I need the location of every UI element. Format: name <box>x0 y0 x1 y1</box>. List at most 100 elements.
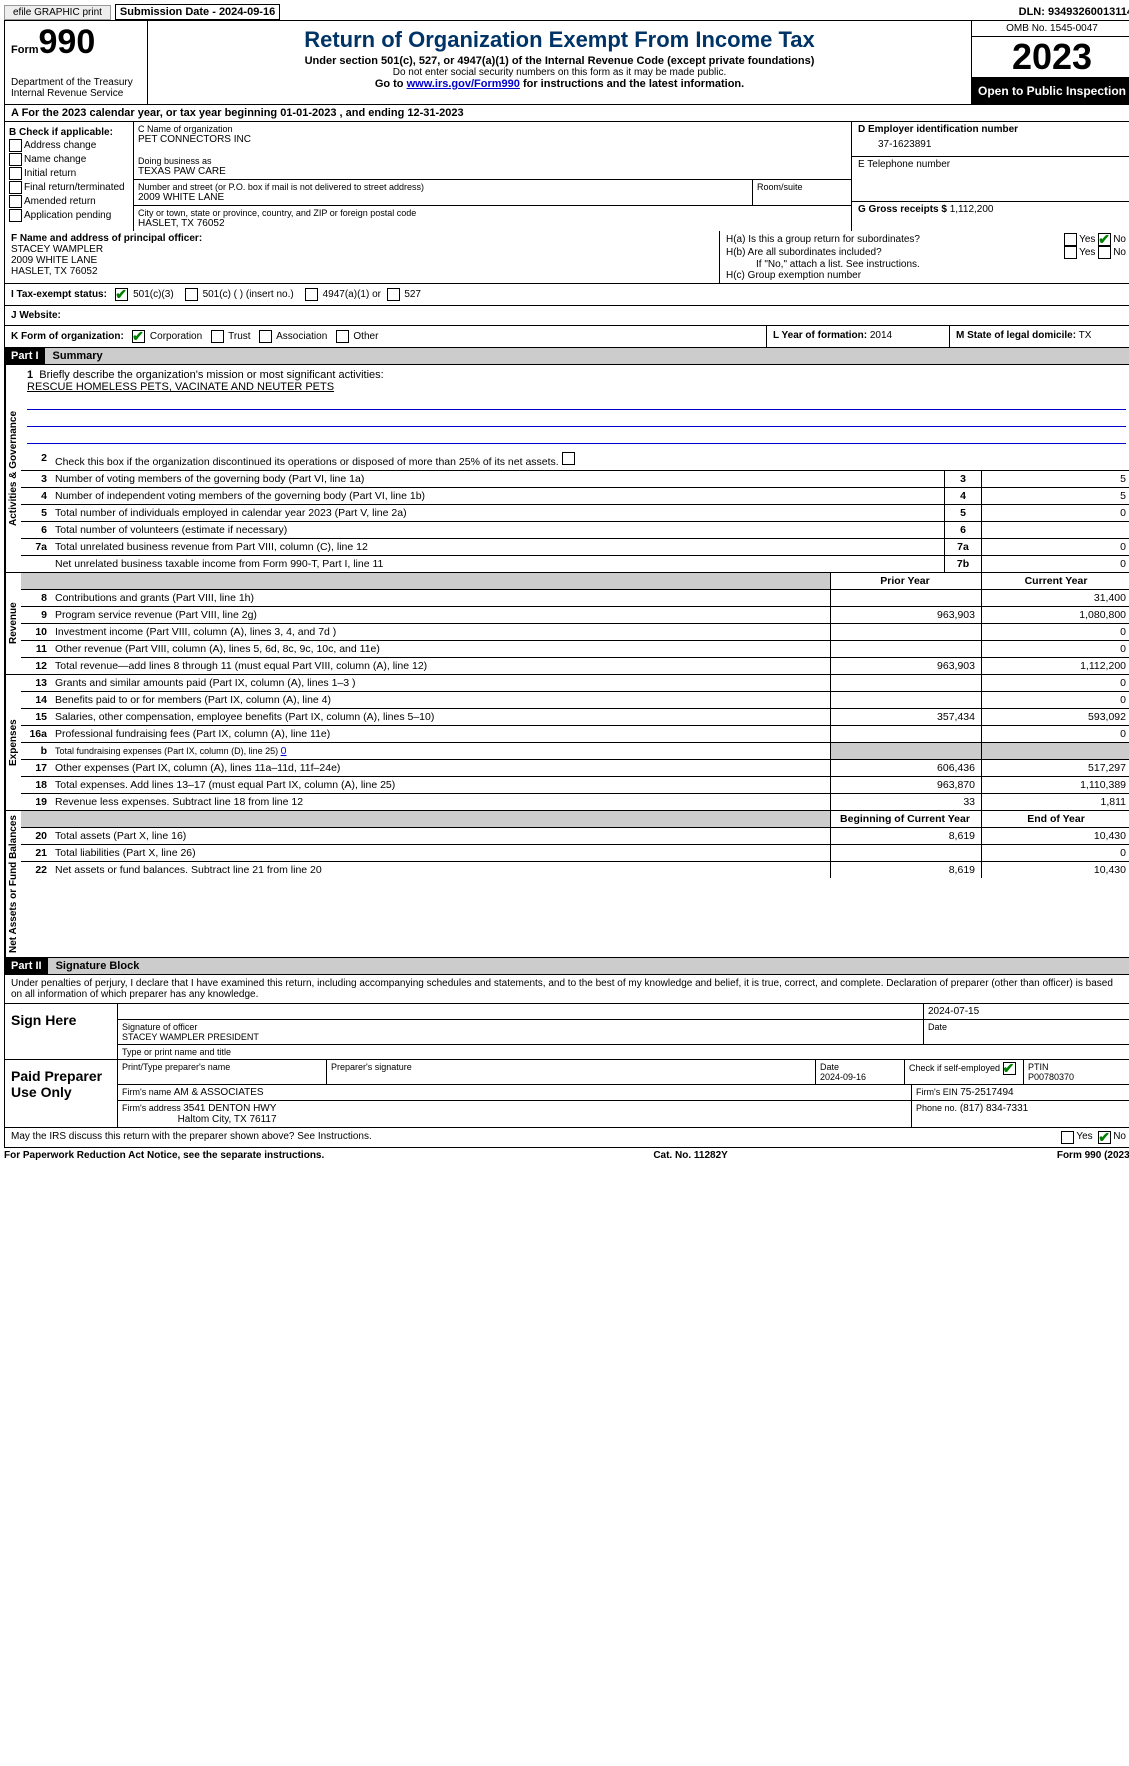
tax-year: 2023 <box>972 37 1129 78</box>
lbl-final-return: Final return/terminated <box>24 182 125 193</box>
section-expenses: Expenses 13Grants and similar amounts pa… <box>4 675 1129 811</box>
cb-amended[interactable] <box>9 195 22 208</box>
part-1-header: Part I Summary <box>4 348 1129 365</box>
addr-label: Number and street (or P.O. box if mail i… <box>138 182 748 192</box>
row-i-j: I Tax-exempt status: 501(c)(3) 501(c) ( … <box>4 284 1129 326</box>
open-inspection: Open to Public Inspection <box>972 78 1129 104</box>
prep-sig-lbl: Preparer's signature <box>327 1060 816 1084</box>
cb-discuss-yes[interactable] <box>1061 1131 1074 1144</box>
cb-address-change[interactable] <box>9 139 22 152</box>
cb-501c3[interactable] <box>115 288 128 301</box>
l16b-pre: Total fundraising expenses (Part IX, col… <box>55 746 281 756</box>
mission-line <box>27 429 1126 444</box>
c-name-value: PET CONNECTORS INC <box>138 134 847 145</box>
ptin-lbl: PTIN <box>1028 1062 1049 1072</box>
lbl-501c3: 501(c)(3) <box>133 289 174 300</box>
cb-discuss-no[interactable] <box>1098 1131 1111 1144</box>
cb-hb-no[interactable] <box>1098 246 1111 259</box>
form-title: Return of Organization Exempt From Incom… <box>154 27 965 53</box>
cb-4947[interactable] <box>305 288 318 301</box>
irs-link[interactable]: www.irs.gov/Form990 <box>407 78 520 90</box>
cb-501c[interactable] <box>185 288 198 301</box>
p16a <box>831 726 982 743</box>
firm-phone: (817) 834-7331 <box>960 1103 1028 1114</box>
perjury-text: Under penalties of perjury, I declare th… <box>5 975 1129 1004</box>
c11: 0 <box>982 641 1129 658</box>
v4: 5 <box>982 488 1129 505</box>
i-label: I Tax-exempt status: <box>11 289 107 300</box>
prep-date-lbl: Date <box>820 1062 839 1072</box>
f-label: F Name and address of principal officer: <box>11 233 713 244</box>
p9: 963,903 <box>831 607 982 624</box>
side-revenue: Revenue <box>5 573 21 674</box>
cb-527[interactable] <box>387 288 400 301</box>
p19: 33 <box>831 794 982 811</box>
cb-corp[interactable] <box>132 330 145 343</box>
cb-app-pending[interactable] <box>9 209 22 222</box>
cb-other[interactable] <box>336 330 349 343</box>
ein-label: D Employer identification number <box>858 124 1126 135</box>
l13: Grants and similar amounts paid (Part IX… <box>51 675 831 692</box>
dba-value: TEXAS PAW CARE <box>138 166 847 177</box>
p12: 963,903 <box>831 658 982 675</box>
part-2-header: Part II Signature Block <box>4 958 1129 975</box>
v5: 0 <box>982 505 1129 522</box>
efile-print-button[interactable]: efile GRAPHIC print <box>4 5 111 20</box>
cb-self-employed[interactable] <box>1003 1062 1016 1075</box>
expenses-table: 13Grants and similar amounts paid (Part … <box>21 675 1129 810</box>
p11 <box>831 641 982 658</box>
header-grid: B Check if applicable: Address change Na… <box>4 122 1129 231</box>
lbl-discuss-yes: Yes <box>1076 1131 1092 1144</box>
j-label: J Website: <box>11 310 61 321</box>
p14 <box>831 692 982 709</box>
cb-assoc[interactable] <box>259 330 272 343</box>
box-f: F Name and address of principal officer:… <box>5 231 720 283</box>
sig-date: 2024-07-15 <box>924 1004 1129 1019</box>
m-label: M State of legal domicile: <box>956 330 1076 341</box>
box-h: H(a) Is this a group return for subordin… <box>720 231 1129 283</box>
cb-ha-yes[interactable] <box>1064 233 1077 246</box>
cb-l2[interactable] <box>562 452 575 465</box>
l3: Number of voting members of the governin… <box>51 471 945 488</box>
p22: 8,619 <box>831 862 982 879</box>
firm-addr1: 3541 DENTON HWY <box>183 1103 276 1114</box>
box-b: B Check if applicable: Address change Na… <box>5 122 134 231</box>
form-subtitle-2: Do not enter social security numbers on … <box>154 67 965 78</box>
p15: 357,434 <box>831 709 982 726</box>
footer-right: Form 990 (2023) <box>1057 1150 1129 1161</box>
row-f-h: F Name and address of principal officer:… <box>4 231 1129 284</box>
cb-hb-yes[interactable] <box>1064 246 1077 259</box>
paid-preparer-label: Paid Preparer Use Only <box>5 1060 118 1127</box>
l16b-val[interactable]: 0 <box>281 745 287 757</box>
firm-addr-lbl: Firm's address <box>122 1103 183 1113</box>
lbl-501c: 501(c) ( ) (insert no.) <box>203 289 294 300</box>
lbl-name-change: Name change <box>24 154 86 165</box>
ein-value: 37-1623891 <box>858 135 1126 154</box>
prep-name-lbl: Print/Type preparer's name <box>118 1060 327 1084</box>
footer-mid: Cat. No. 11282Y <box>653 1150 727 1161</box>
form-subtitle-3: Go to www.irs.gov/Form990 for instructio… <box>154 78 965 90</box>
cb-ha-no[interactable] <box>1098 233 1111 246</box>
part-1-title: Summary <box>45 348 1129 364</box>
row-k-l-m: K Form of organization: Corporation Trus… <box>4 326 1129 348</box>
omb-number: OMB No. 1545-0047 <box>972 21 1129 37</box>
lbl-other: Other <box>353 331 378 342</box>
k-label: K Form of organization: <box>11 331 124 342</box>
section-revenue: Revenue Prior YearCurrent Year 8Contribu… <box>4 573 1129 675</box>
net-table: Beginning of Current YearEnd of Year 20T… <box>21 811 1129 878</box>
l6: Total number of volunteers (estimate if … <box>51 522 945 539</box>
cb-name-change[interactable] <box>9 153 22 166</box>
cb-trust[interactable] <box>211 330 224 343</box>
hdr-prior: Prior Year <box>831 573 982 590</box>
dept-treasury: Department of the Treasury Internal Reve… <box>11 77 141 99</box>
submission-date: Submission Date - 2024-09-16 <box>115 4 280 20</box>
l20: Total assets (Part X, line 16) <box>51 828 831 845</box>
cb-initial-return[interactable] <box>9 167 22 180</box>
dba-label: Doing business as <box>138 156 847 166</box>
mission-line <box>27 395 1126 410</box>
l21: Total liabilities (Part X, line 26) <box>51 845 831 862</box>
box-d-e-g: D Employer identification number37-16238… <box>851 122 1129 231</box>
c10: 0 <box>982 624 1129 641</box>
cb-final-return[interactable] <box>9 181 22 194</box>
c20: 10,430 <box>982 828 1129 845</box>
